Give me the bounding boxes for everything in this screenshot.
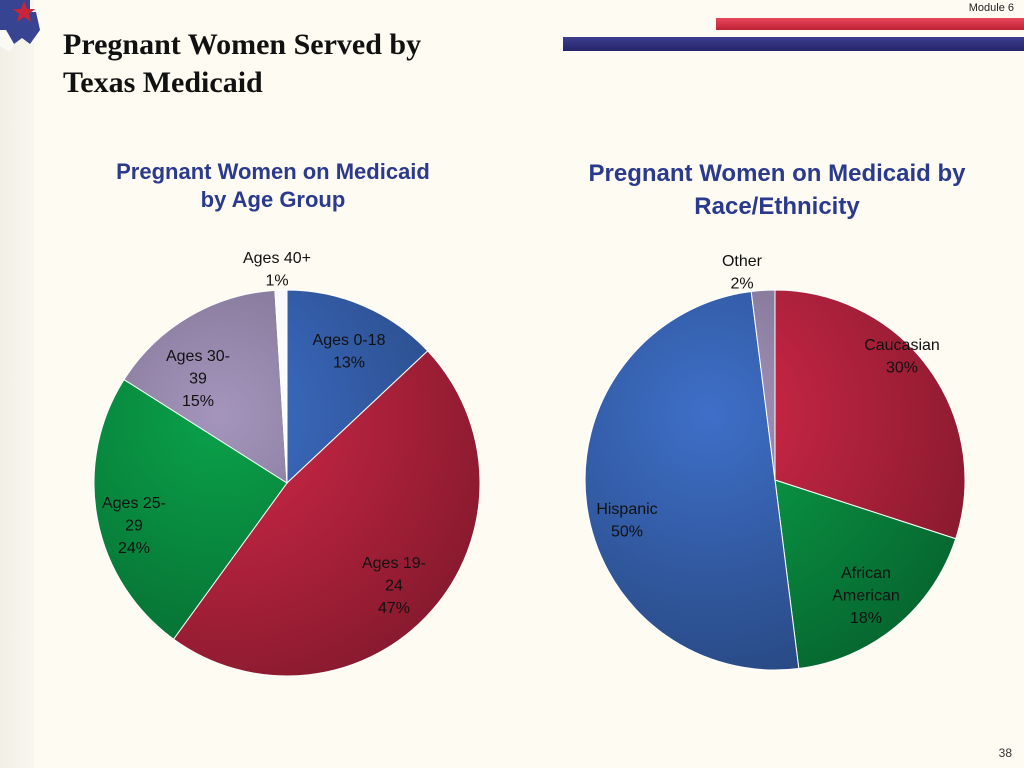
slide-title: Pregnant Women Served by Texas Medicaid (63, 26, 421, 102)
race-slice-1 (774, 479, 957, 670)
age-slice-3 (123, 289, 288, 484)
race-slice-3 (750, 289, 776, 481)
module-label: Module 6 (968, 2, 1014, 14)
slide-title-line-2: Texas Medicaid (63, 66, 263, 99)
race-label-0: Caucasian 30% (864, 337, 940, 376)
star-icon (13, 1, 35, 22)
age-slice-0 (286, 289, 429, 485)
age-label-4: Ages 40+ 1% (243, 250, 311, 289)
header-navy-bar (563, 37, 1024, 51)
race-slice-2 (584, 290, 800, 671)
age-label-0: Ages 0-18 13% (313, 332, 386, 371)
age-slice-1 (172, 350, 481, 677)
header-red-bar (716, 18, 1024, 30)
age-slice-4 (274, 289, 288, 484)
age-slice-2 (93, 378, 288, 640)
race-chart-title: Pregnant Women on Medicaid by Race/Ethni… (588, 160, 966, 220)
age-chart-title: Pregnant Women on Medicaid by Age Group (116, 159, 430, 212)
slide-title-line-1: Pregnant Women Served by (63, 28, 422, 61)
left-decorative-strip (0, 0, 34, 768)
age-label-2: Ages 25-29 24% (102, 495, 166, 557)
race-label-2: Hispanic 50% (596, 501, 657, 540)
race-slice-0 (774, 289, 966, 540)
race-label-1: African American 18% (832, 565, 900, 627)
race-label-3: Other 2% (722, 253, 763, 292)
page-number: 38 (998, 746, 1012, 760)
age-label-1: Ages 19-24 47% (362, 555, 426, 617)
texas-star-logo (0, 0, 40, 52)
age-label-3: Ages 30-39 15% (166, 348, 230, 410)
